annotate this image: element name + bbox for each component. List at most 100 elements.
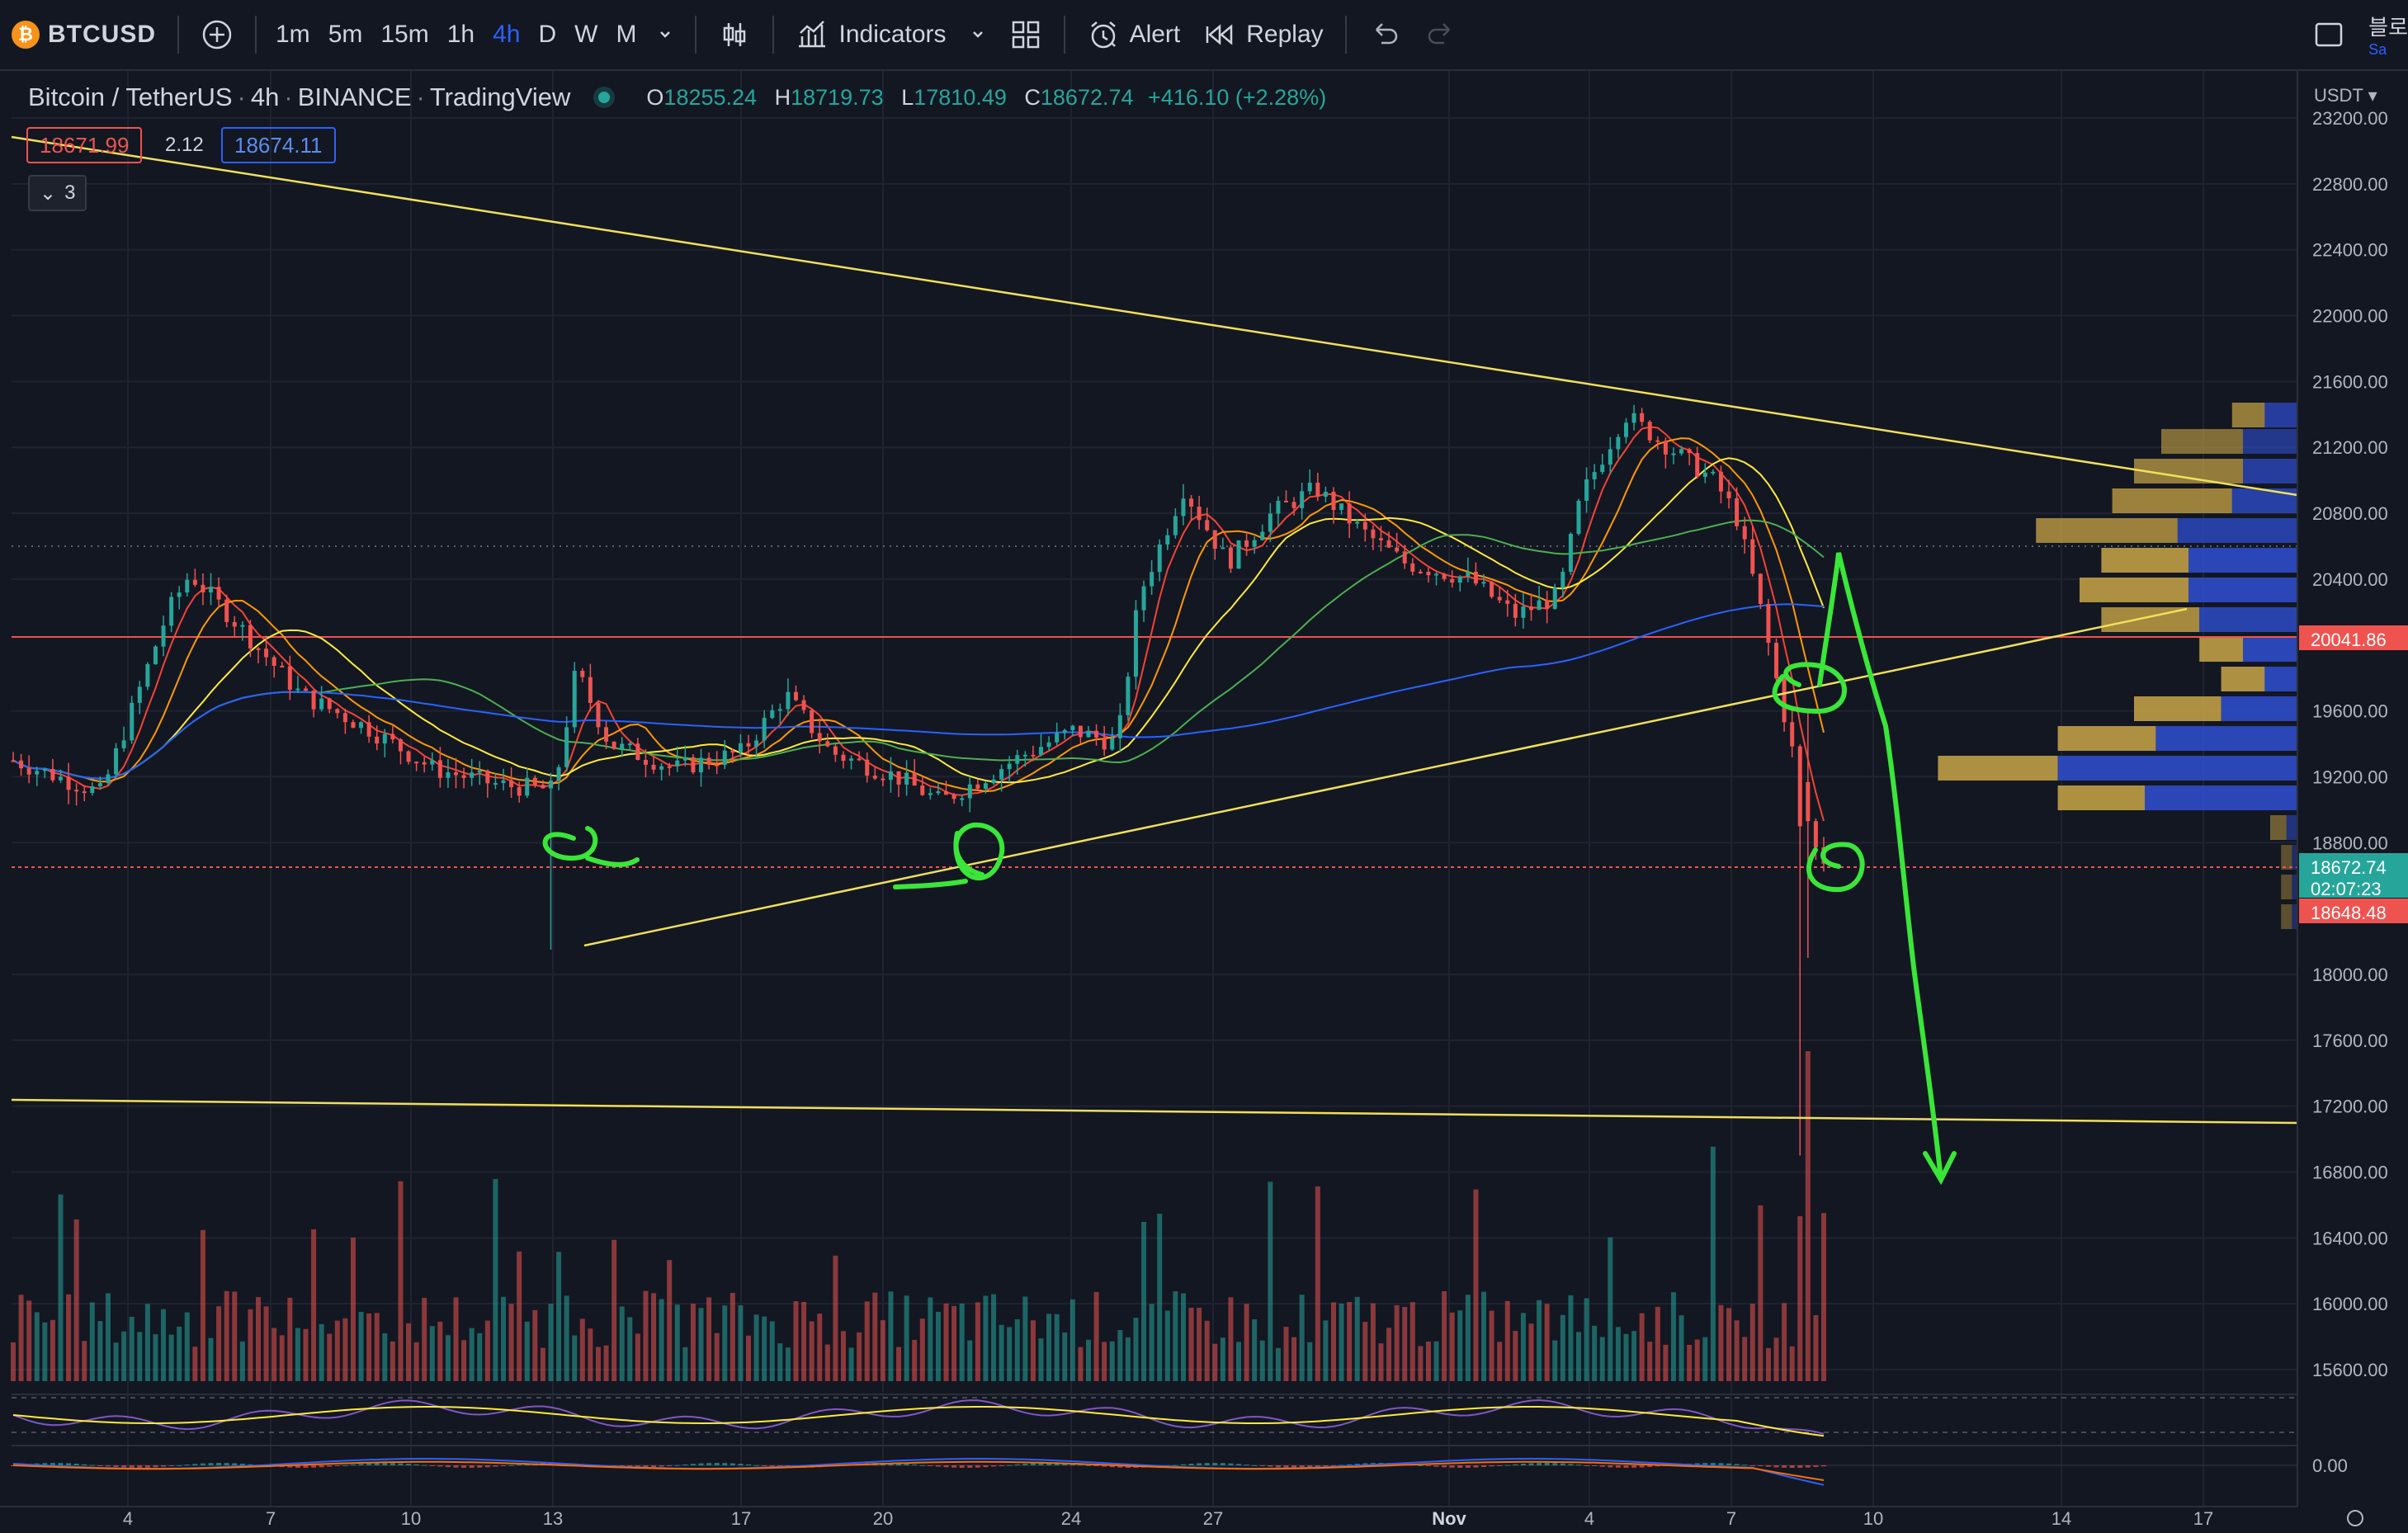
volume-bar [1575,1332,1581,1381]
replay-button[interactable]: Replay [1192,0,1334,69]
volume-bar [1497,1342,1503,1381]
macd-histogram-bar [390,1463,395,1465]
volume-profile-row [2161,429,2243,454]
symbol-selector[interactable]: ₿ BTCUSD [0,0,168,69]
chart-type-button[interactable] [706,0,763,69]
timeframe-W[interactable]: W [574,21,598,48]
candle-body [928,793,933,795]
candle-body [1750,539,1755,574]
macd-histogram-bar [1085,1465,1091,1466]
redo-button[interactable] [1413,0,1469,69]
volume-bar [682,1347,688,1381]
candle-body [556,766,561,781]
indicators-dropdown[interactable] [958,0,998,69]
timeframe-4h[interactable]: 4h [493,21,521,48]
layout-button[interactable] [998,0,1054,69]
timeframe-dropdown[interactable] [645,0,685,69]
candle-body [643,759,648,765]
candle-body [651,764,656,770]
volume-profile-row [2270,815,2287,840]
volume-bar [1378,1343,1384,1381]
fullscreen-button[interactable] [2301,0,2357,69]
time-tick: Nov [1432,1508,1466,1529]
candle-body [1758,573,1763,604]
volume-bar [366,1313,372,1381]
horizontal-support-line[interactable] [11,1098,2298,1125]
timeframe-1h[interactable]: 1h [446,21,475,48]
timeframe-M[interactable]: M [616,21,637,48]
compare-symbol-button[interactable] [189,0,245,69]
macd-histogram-bar [445,1465,451,1468]
macd-histogram-bar [1007,1465,1013,1466]
volume-bar [1299,1295,1305,1381]
price-tick: 20800.00 [2312,503,2388,524]
volume-profile-row [2155,726,2297,751]
volume-profile-row [2057,756,2297,781]
candle-body [699,757,704,773]
volume-bar [888,1291,894,1381]
descending-trendline[interactable] [11,135,2298,497]
candle-body [422,762,427,765]
volume-bar [777,1343,783,1381]
timeframe-15m[interactable]: 15m [380,21,429,48]
volume-bar [1473,1189,1479,1381]
macd-histogram-bar [287,1465,293,1468]
indicators-button[interactable]: Indicators [784,0,957,69]
candle-body [1584,479,1589,501]
macd-histogram-bar [1046,1463,1052,1465]
price-chart[interactable]: USDT ▾23200.00 22800.00 22400.00 22000.00 21… [0,71,2408,1533]
candle-body [1695,453,1700,477]
time-tick: 4 [123,1508,133,1529]
volume-bar [556,1252,562,1381]
macd-histogram-bar [1204,1463,1210,1465]
time-axis[interactable]: 4 7 10 13 17 20 24 27 Nov 4 7 10 14 17 [123,1508,2213,1529]
indicators-collapse-button[interactable]: ⌄ 3 [28,175,87,211]
macd-histogram-bar [1702,1463,1708,1465]
publish-button[interactable]: 블로 Sa [2357,0,2408,69]
macd-histogram-bar [1481,1465,1487,1468]
candle-body [130,702,135,741]
candle-body [1797,746,1802,827]
timeframe-D[interactable]: D [538,21,557,48]
volume-bar [928,1297,933,1381]
macd-histogram-bar [1323,1465,1329,1467]
timeframe-1m[interactable]: 1m [276,21,310,48]
macd-histogram-bar [429,1465,435,1466]
candle-body [1711,471,1716,474]
indicators-label: Indicators [838,21,947,48]
undo-button[interactable] [1357,0,1413,69]
price-axis[interactable] [2297,71,2408,1507]
candle-body [1742,526,1747,540]
candle-body [730,750,735,753]
volume-bar [1465,1295,1471,1381]
macd-histogram-bar [667,1465,673,1466]
candle-body [872,776,877,779]
volume-bar [1599,1337,1605,1381]
volume-bar [1062,1332,1068,1381]
ascending-trendline[interactable] [583,607,2188,947]
volume-bar [1758,1205,1764,1381]
chevron-down-icon [970,26,986,43]
volume-profile-row [2134,696,2221,721]
volume-bar [26,1300,32,1381]
volume-bar [1489,1310,1494,1381]
candle-body [833,746,838,755]
volume-bar [327,1333,333,1381]
volume-bar [588,1328,593,1381]
macd-histogram-bar [437,1465,443,1467]
candle-body [564,727,569,767]
timeframe-5m[interactable]: 5m [328,21,363,48]
rewind-icon [1203,18,1236,51]
price-tick: 19200.00 [2312,766,2388,787]
volume-bar [880,1320,885,1381]
sell-price-button[interactable]: 18671.99 [26,127,143,163]
macd-histogram-bar [1615,1465,1621,1468]
alert-button[interactable]: Alert [1075,0,1192,69]
buy-price-button[interactable]: 18674.11 [221,127,336,163]
candle-body [1181,498,1186,517]
candle-body [485,770,490,784]
legend-title[interactable]: Bitcoin / TetherUS [28,83,233,111]
candle-body [1086,730,1091,738]
candle-body [1513,603,1518,618]
toolbar-divider [772,16,775,54]
